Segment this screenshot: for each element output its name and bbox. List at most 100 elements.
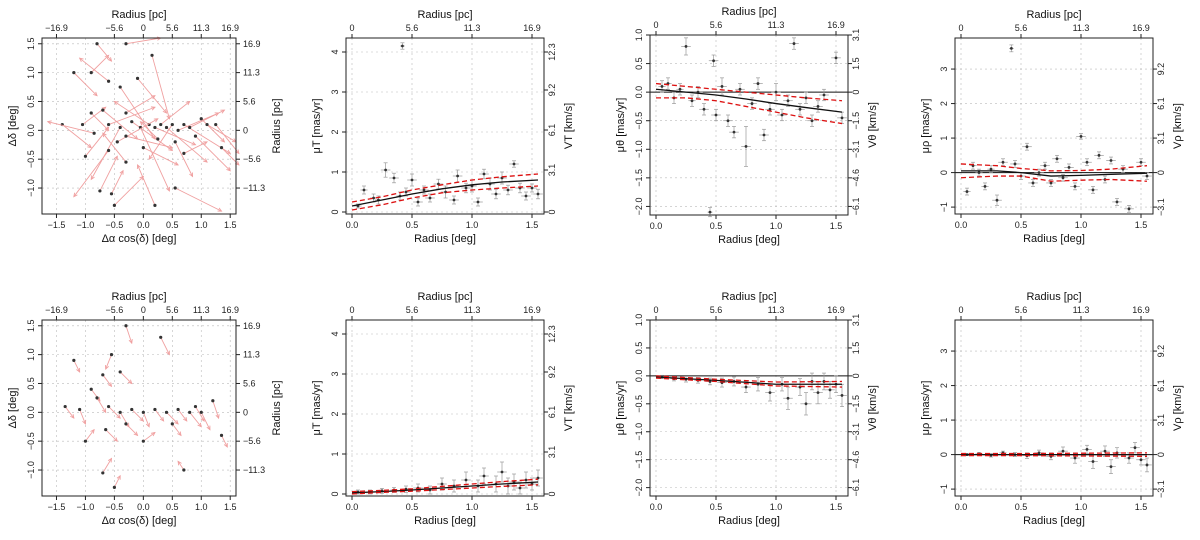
x-tick-label: 0.5 bbox=[406, 502, 419, 512]
y-tick-label: 2 bbox=[330, 129, 340, 134]
x2-tick-label: 5.6 bbox=[166, 305, 179, 315]
vector-arrowhead bbox=[177, 460, 182, 466]
data-point bbox=[83, 439, 88, 443]
x2-axis-title: Radius [pc] bbox=[1026, 9, 1081, 21]
motion-vector bbox=[96, 43, 112, 62]
data-point bbox=[678, 87, 682, 91]
y-tick-label: 1.0 bbox=[634, 314, 644, 327]
data-point bbox=[750, 102, 754, 105]
vector-arrowhead bbox=[73, 192, 78, 198]
x2-axis-title: Radius [pc] bbox=[1026, 291, 1081, 303]
y-tick-label: 0.0 bbox=[26, 406, 36, 419]
y-tick-label: 0.5 bbox=[26, 95, 36, 108]
data-point bbox=[440, 482, 444, 486]
panel-muT-top: 0.0 0.5 1.0 1.5 0 1 2 3 4 0 5.6 11.3 16.9 0 3.1 6.1 9.2 1… bbox=[311, 9, 575, 245]
motion-vector bbox=[160, 337, 170, 355]
vector-arrowhead bbox=[90, 175, 95, 181]
y-tick-label: −1.5 bbox=[634, 169, 644, 187]
y-axis-title: μρ [mas/yr] bbox=[920, 99, 932, 154]
y2-tick-label: 11.3 bbox=[243, 68, 260, 78]
motion-vector bbox=[154, 409, 164, 422]
x-tick-label: 1.0 bbox=[770, 221, 783, 231]
vector-arrowhead bbox=[113, 100, 119, 106]
vector-arrowhead bbox=[168, 144, 174, 149]
motion-vector bbox=[140, 121, 159, 140]
vector-arrowhead bbox=[139, 175, 145, 181]
data-point bbox=[392, 176, 396, 180]
fit-line bbox=[351, 481, 539, 494]
data-point bbox=[804, 96, 808, 100]
plot-frame bbox=[954, 37, 1154, 215]
vector-arrowhead bbox=[46, 120, 52, 125]
data-point bbox=[422, 188, 426, 192]
x-tick-label: 0.5 bbox=[166, 502, 179, 512]
x2-tick-label: 5.6 bbox=[710, 20, 723, 30]
motion-vector bbox=[200, 118, 225, 143]
data-point bbox=[708, 210, 712, 214]
x-tick-label: 1.5 bbox=[1135, 220, 1148, 230]
x2-tick-label: 0 bbox=[958, 23, 963, 33]
x2-axis-title: Radius [pc] bbox=[721, 291, 776, 303]
motion-vector bbox=[200, 412, 211, 430]
y-axis-title: Δδ [deg] bbox=[7, 388, 19, 429]
data-point bbox=[362, 188, 366, 192]
vector-arrowhead bbox=[116, 414, 121, 419]
y2-axis-title: VT [km/s] bbox=[563, 385, 575, 431]
data-point bbox=[384, 168, 387, 172]
motion-vector bbox=[140, 127, 170, 192]
data-point bbox=[135, 76, 140, 80]
y2-tick-label: −3.1 bbox=[851, 423, 861, 441]
y-tick-label: 1.0 bbox=[634, 29, 644, 42]
y-tick-label: 3 bbox=[939, 67, 949, 72]
vector-arrowhead bbox=[87, 143, 93, 149]
motion-vector bbox=[90, 388, 101, 402]
data-point bbox=[372, 196, 375, 200]
data-point bbox=[156, 137, 160, 141]
y-tick-label: 4 bbox=[330, 49, 340, 54]
data-point bbox=[118, 125, 122, 130]
data-point bbox=[1097, 153, 1101, 157]
y2-tick-label: −4.6 bbox=[851, 451, 861, 469]
data-point bbox=[199, 117, 203, 121]
data-point bbox=[153, 125, 157, 130]
motion-vector bbox=[148, 124, 173, 160]
x-axis-title: Radius [deg] bbox=[1023, 233, 1085, 245]
vector-arrowhead bbox=[165, 350, 170, 356]
motion-vector bbox=[177, 409, 188, 422]
plot-frame bbox=[345, 37, 545, 215]
data-point bbox=[464, 186, 468, 190]
motion-vector bbox=[85, 127, 109, 157]
motion-vector bbox=[189, 109, 225, 128]
motion-vector bbox=[206, 124, 237, 143]
x-tick-label: 0.0 bbox=[137, 502, 150, 512]
fit-line bbox=[655, 88, 843, 113]
data-point bbox=[101, 108, 105, 112]
y-tick-label: 1.0 bbox=[26, 348, 36, 361]
vector-arrowhead bbox=[177, 431, 182, 437]
data-point bbox=[720, 85, 724, 88]
motion-vector bbox=[105, 354, 112, 370]
y2-tick-label: 3.1 bbox=[547, 164, 557, 177]
vector-arrowhead bbox=[113, 437, 119, 442]
data-point bbox=[141, 410, 145, 414]
data-point bbox=[530, 186, 534, 190]
vector-arrowhead bbox=[220, 109, 226, 114]
vector-arrowhead bbox=[197, 422, 202, 428]
motion-vector bbox=[195, 135, 231, 172]
data-point bbox=[410, 178, 414, 182]
data-point bbox=[1043, 164, 1047, 168]
y2-tick-label: 16.9 bbox=[243, 39, 261, 49]
x-tick-label: 1.0 bbox=[770, 502, 783, 512]
data-point bbox=[199, 410, 203, 414]
data-point bbox=[828, 388, 832, 392]
data-point bbox=[786, 396, 790, 400]
y2-tick-label: 1.5 bbox=[851, 57, 861, 70]
data-point bbox=[164, 410, 169, 414]
data-point bbox=[193, 134, 198, 138]
data-point bbox=[768, 391, 772, 395]
motion-vector bbox=[183, 141, 208, 154]
motion-vector bbox=[143, 432, 156, 442]
y-tick-label: 1.5 bbox=[26, 320, 36, 333]
data-point bbox=[684, 45, 688, 48]
y2-tick-label: 12.3 bbox=[547, 325, 557, 343]
